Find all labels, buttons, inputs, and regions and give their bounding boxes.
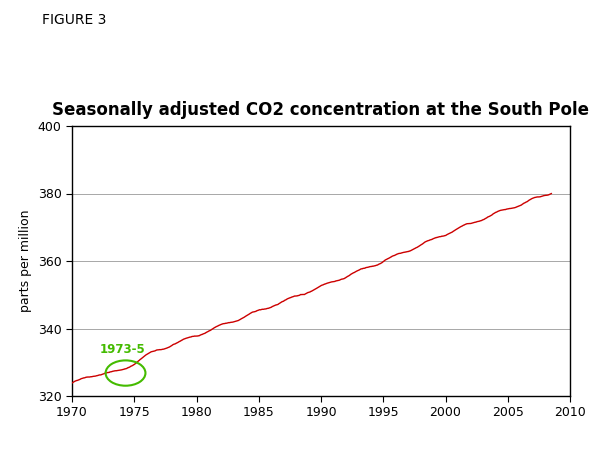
Title: Seasonally adjusted CO2 concentration at the South Pole: Seasonally adjusted CO2 concentration at… — [53, 101, 589, 119]
Text: 1973-5: 1973-5 — [100, 343, 145, 356]
Text: FIGURE 3: FIGURE 3 — [42, 14, 106, 27]
Y-axis label: parts per million: parts per million — [19, 210, 32, 312]
